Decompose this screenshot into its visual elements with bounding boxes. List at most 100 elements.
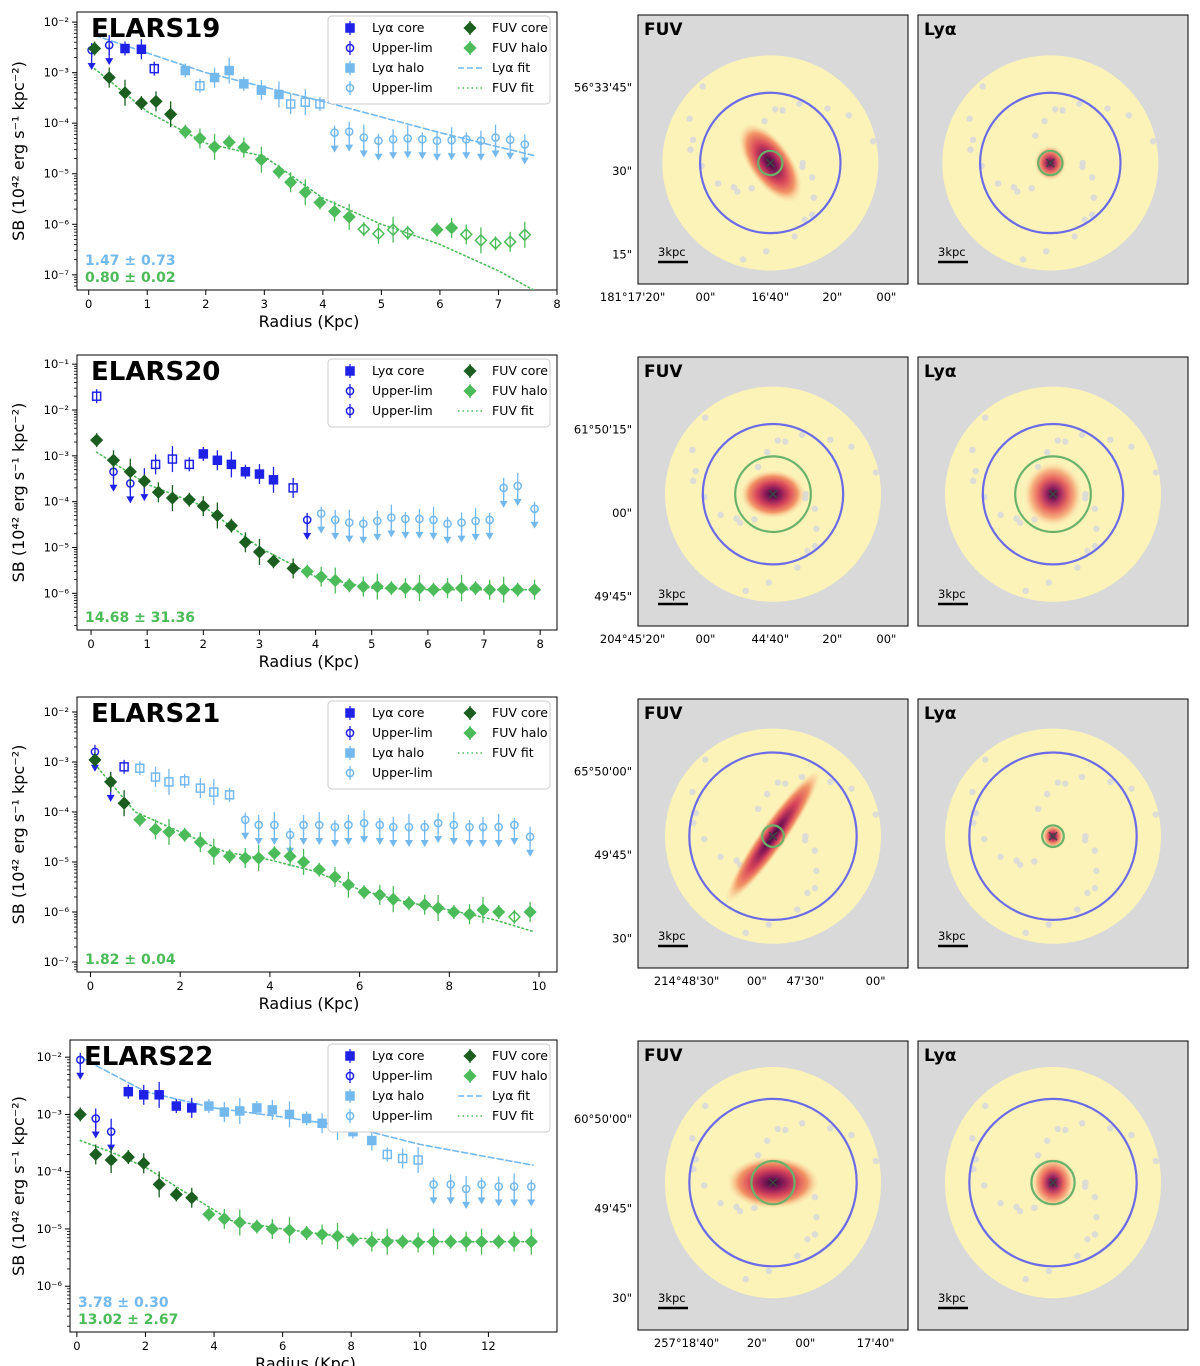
y-tick-label: 10⁻³	[37, 1107, 63, 1121]
data-point	[237, 140, 251, 155]
ra-label: 47'30"	[787, 974, 825, 988]
data-point	[477, 1180, 486, 1189]
data-point	[499, 483, 509, 493]
map-pixel	[1076, 100, 1083, 107]
data-point	[235, 1106, 245, 1116]
legend-marker	[345, 63, 355, 73]
map-pixel	[742, 1276, 749, 1283]
data-point	[104, 1153, 118, 1167]
y-tick-label: 10⁻⁶	[44, 905, 70, 919]
data-point	[444, 1235, 458, 1249]
fit-line	[93, 67, 535, 290]
data-point	[250, 1220, 264, 1234]
dec-label: 60°50'00"	[574, 1112, 632, 1126]
data-point	[252, 851, 266, 865]
map-pixel	[763, 1137, 771, 1144]
center-cross-icon	[768, 489, 778, 499]
data-point	[478, 822, 488, 832]
upper-limit-arrow	[520, 157, 529, 165]
map-pixel	[872, 469, 880, 476]
scalebar-label: 3kpc	[658, 587, 686, 601]
data-point	[184, 459, 195, 470]
data-point	[149, 94, 163, 108]
upper-limit-arrow	[315, 837, 324, 845]
data-point	[138, 1090, 149, 1100]
data-point	[300, 564, 314, 579]
legend-label: Upper-lim	[372, 1108, 433, 1123]
data-point	[198, 449, 209, 459]
y-tick-label: 10⁻³	[44, 66, 70, 80]
legend-marker	[345, 366, 355, 376]
data-point	[266, 554, 281, 568]
x-tick-label: 0	[87, 637, 94, 651]
upper-limit-arrow	[527, 1199, 536, 1207]
data-point	[298, 185, 312, 199]
legend-label: Lyα halo	[372, 1088, 424, 1103]
upper-limit-arrow	[241, 832, 250, 840]
data-point	[359, 818, 369, 828]
data-point	[296, 855, 311, 869]
upper-limit-arrow	[465, 840, 474, 848]
x-tick-label: 8	[553, 297, 560, 311]
y-tick-label: 10⁻⁵	[44, 541, 70, 555]
data-point	[330, 822, 340, 832]
legend-item: Lyα core	[345, 705, 425, 720]
data-point	[185, 1191, 199, 1205]
data-point	[267, 846, 281, 860]
upper-limit-arrow	[494, 1199, 503, 1207]
map-pixel	[811, 505, 819, 512]
upper-limit-arrow	[344, 837, 353, 845]
data-point	[317, 1118, 327, 1129]
data-point	[483, 583, 497, 597]
data-point	[387, 513, 396, 522]
map-pixel	[1028, 184, 1035, 192]
y-tick-label: 10⁻⁴	[37, 1165, 63, 1179]
map-pixel	[742, 587, 749, 595]
legend-item: Upper-lim	[345, 1108, 433, 1123]
data-point	[526, 1182, 536, 1191]
data-point	[106, 453, 121, 467]
map-pixel	[1091, 884, 1099, 892]
dec-label: 49'45"	[594, 848, 632, 862]
data-point	[402, 896, 416, 910]
inner-aperture	[1030, 1159, 1076, 1206]
data-point	[315, 99, 325, 109]
legend-marker	[345, 386, 355, 396]
data-point	[195, 81, 205, 91]
map-pixel	[798, 431, 806, 439]
data-layer	[90, 389, 542, 603]
map-pixel	[1091, 542, 1099, 550]
y-tick-label: 10⁻²	[44, 705, 69, 719]
legend-item: FUV core	[463, 1048, 548, 1063]
data-point	[193, 131, 207, 145]
legend-label: Lyα fit	[492, 60, 530, 75]
data-point	[328, 573, 342, 588]
legend-label: Lyα core	[372, 705, 425, 720]
map-pixel	[1152, 1157, 1160, 1165]
data-point	[162, 825, 176, 839]
scalebar-label: 3kpc	[938, 929, 966, 943]
map-pixel	[827, 1124, 834, 1132]
data-point	[455, 581, 469, 595]
center-cross-icon	[765, 158, 775, 168]
data-point	[344, 518, 354, 527]
map-pixel	[1062, 1126, 1069, 1134]
dec-label: 49'45"	[594, 1202, 632, 1216]
legend-item: Lyα fit	[458, 60, 530, 75]
data-point	[89, 1147, 103, 1162]
x-tick-label: 2	[202, 297, 209, 311]
upper-limit-arrow	[403, 151, 412, 159]
data-point	[256, 85, 267, 95]
data-point	[485, 515, 494, 525]
x-tick-label: 3	[261, 297, 268, 311]
x-tick-label: 6	[424, 637, 431, 651]
map-pixel	[811, 542, 819, 550]
map-title: FUV	[644, 362, 683, 382]
data-point	[420, 822, 430, 832]
x-tick-label: 7	[495, 297, 502, 311]
data-point	[474, 233, 488, 247]
center-cross-icon	[1048, 831, 1058, 841]
legend-item: Upper-lim	[345, 383, 433, 398]
map-pixel	[717, 1200, 724, 1207]
map-pixel	[1093, 1214, 1100, 1221]
